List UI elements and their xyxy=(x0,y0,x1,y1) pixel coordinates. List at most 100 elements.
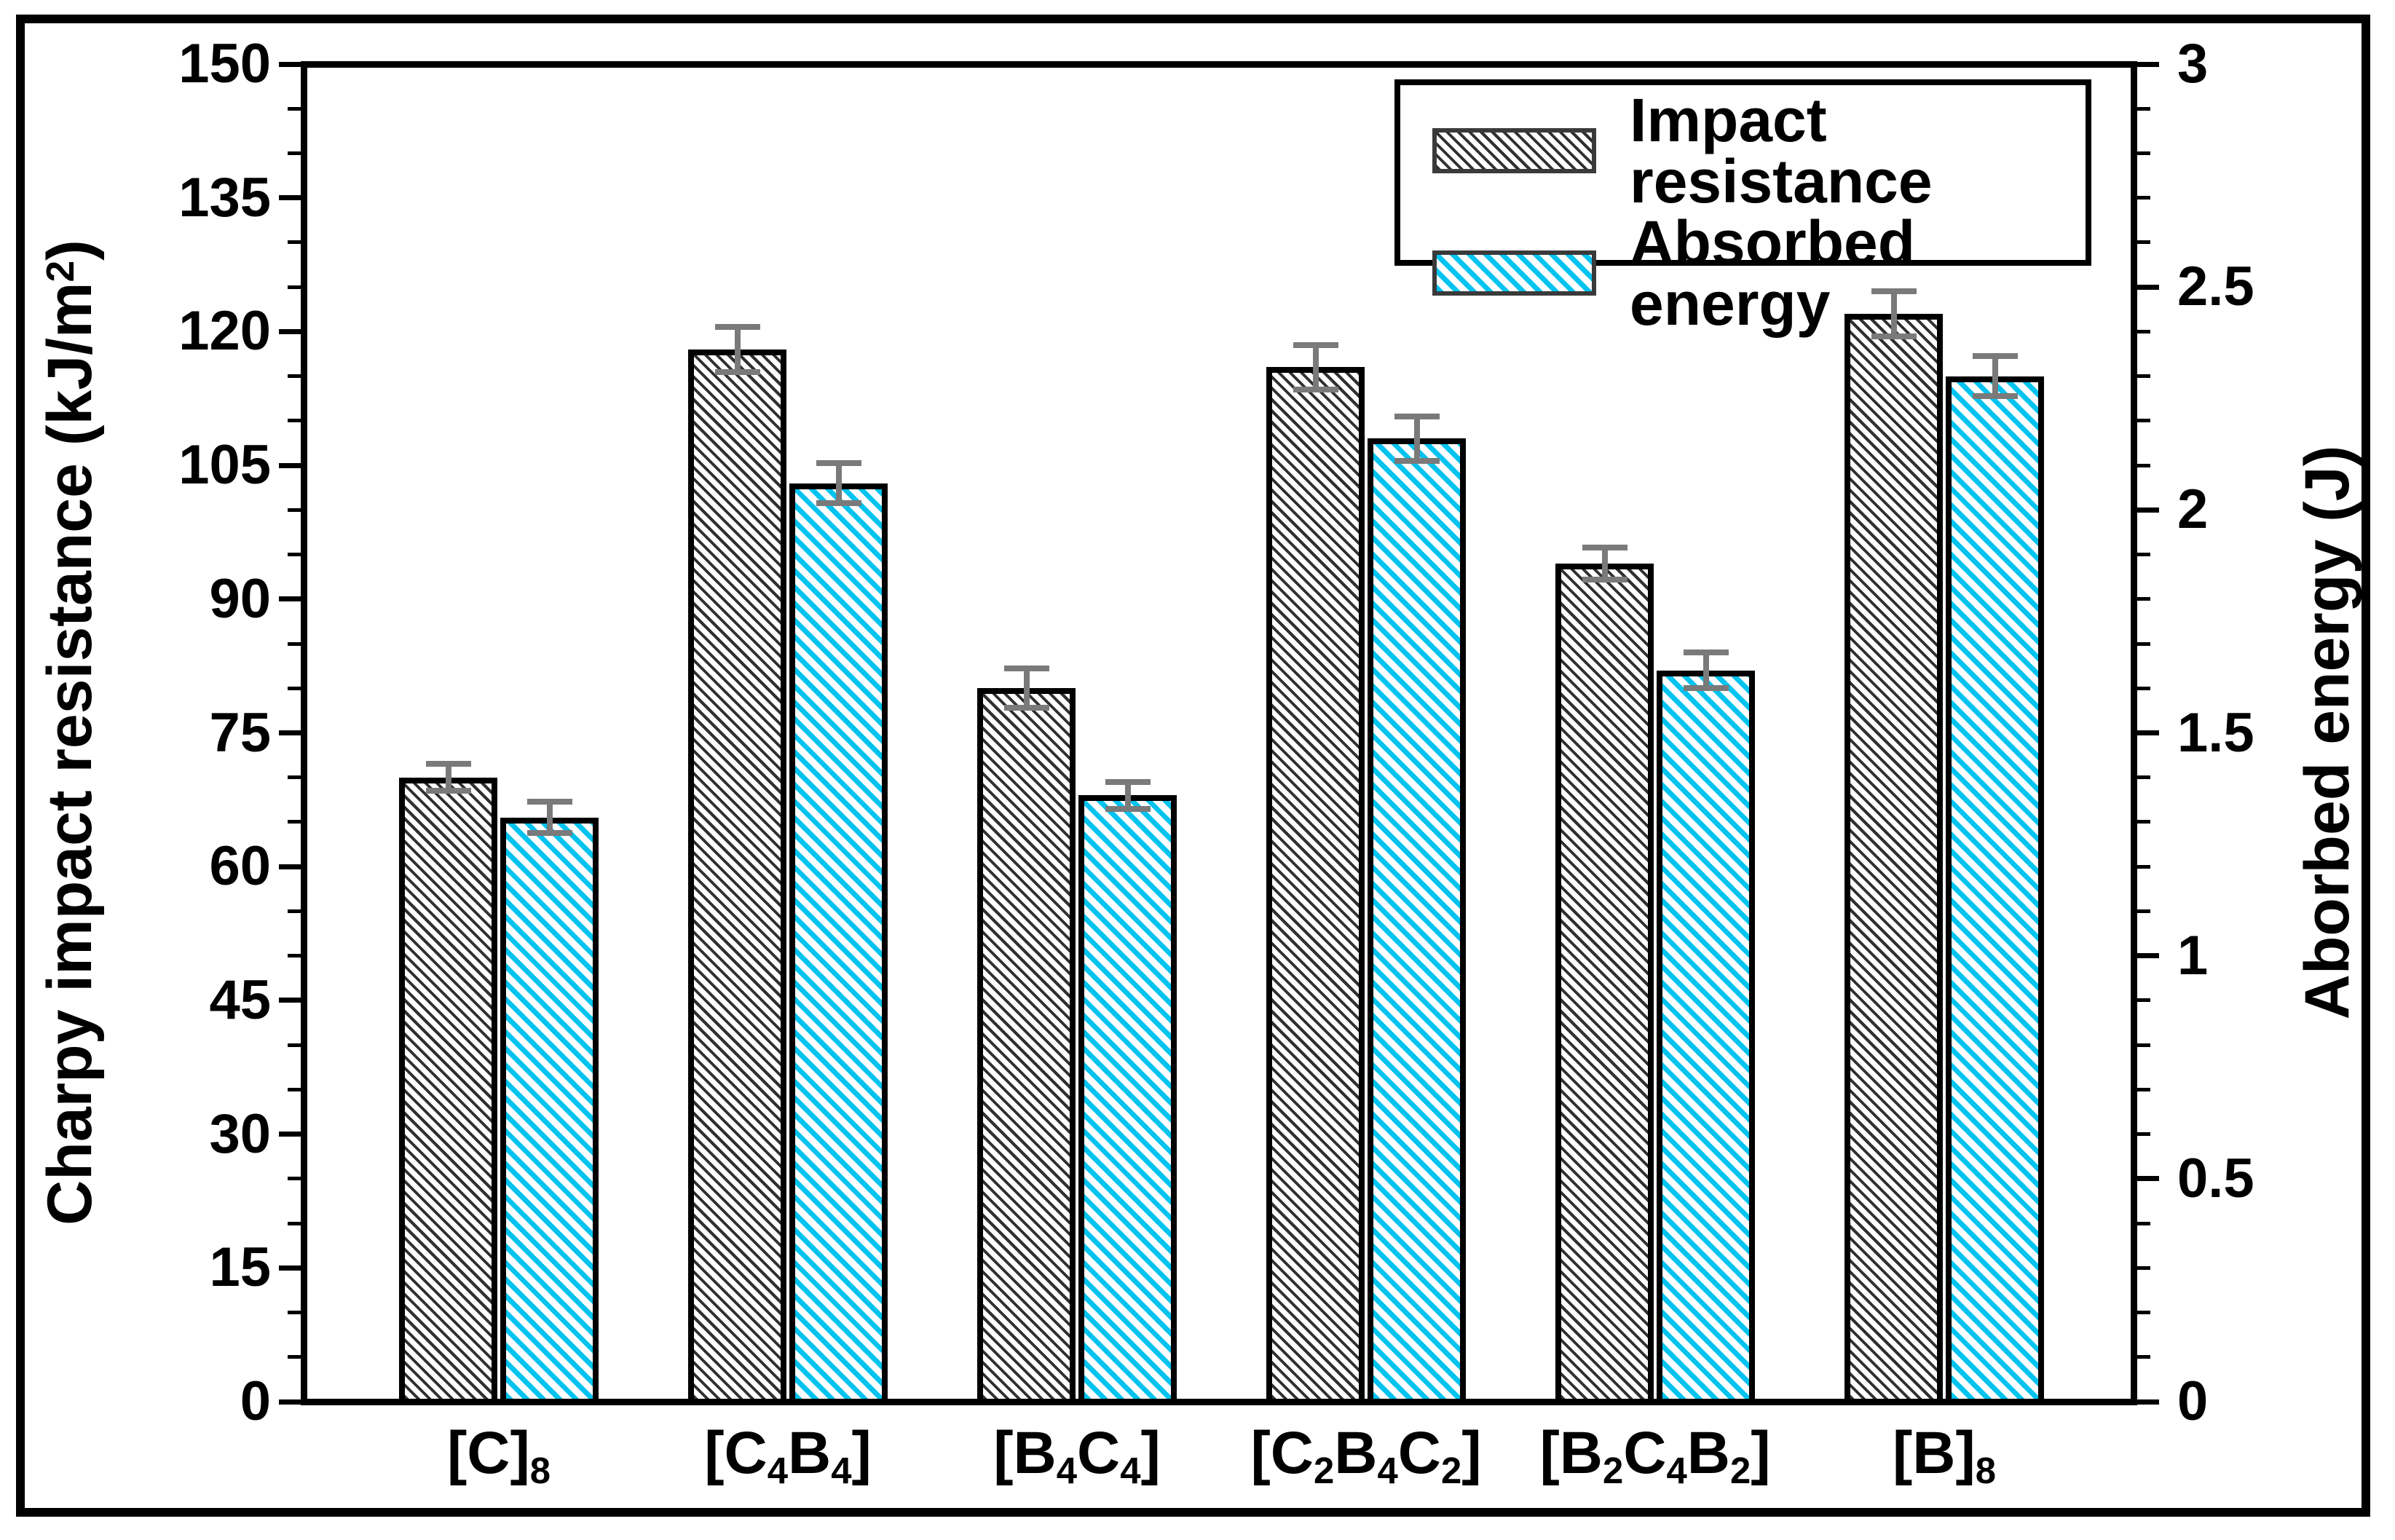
error-bar-absorbed-energy xyxy=(1413,416,1420,461)
error-bar-cap-impact-resistance xyxy=(1582,544,1627,550)
left-axis-tick-label: 0 xyxy=(240,1370,271,1432)
x-axis-category-label: [B4C4] xyxy=(993,1420,1161,1492)
left-axis-tick xyxy=(279,864,301,869)
left-axis-tick xyxy=(288,1177,301,1181)
left-axis-tick xyxy=(288,151,301,155)
error-bar-cap-absorbed-energy xyxy=(1105,778,1151,785)
left-axis-tick xyxy=(279,462,301,468)
bar-absorbed-energy xyxy=(1946,376,2044,1405)
error-bar-impact-resistance xyxy=(445,764,451,791)
legend-item-absorbed-energy: Absorbed energy xyxy=(1432,212,2086,334)
error-bar-absorbed-energy xyxy=(835,463,842,504)
right-axis-tick xyxy=(2137,1221,2150,1225)
right-axis-tick xyxy=(2137,1043,2150,1047)
error-bar-cap-absorbed-energy xyxy=(526,830,572,837)
right-axis-tick xyxy=(2137,1176,2159,1182)
error-bar-absorbed-energy xyxy=(546,802,553,834)
right-axis-tick xyxy=(2137,953,2159,959)
right-axis-tick xyxy=(2137,329,2150,333)
error-bar-cap-impact-resistance xyxy=(1003,666,1049,672)
error-bar-cap-impact-resistance xyxy=(1871,288,1917,295)
x-axis-category-label: [C4B4] xyxy=(704,1420,872,1492)
right-axis-tick xyxy=(2137,419,2150,423)
bar-absorbed-energy xyxy=(1368,438,1466,1405)
error-bar-cap-absorbed-energy xyxy=(1394,413,1440,419)
left-axis-tick xyxy=(288,285,301,289)
error-bar-cap-impact-resistance xyxy=(425,788,471,794)
error-bar-absorbed-energy xyxy=(1124,781,1131,809)
error-bar-cap-impact-resistance xyxy=(425,761,471,767)
right-axis-tick xyxy=(2137,1399,2159,1405)
legend-item-impact-resistance: Impact resistance xyxy=(1432,90,2086,212)
right-axis-tick-label: 2 xyxy=(2177,478,2209,541)
x-axis-category-label: [B]8 xyxy=(1892,1420,1997,1492)
error-bar-absorbed-energy xyxy=(1702,652,1709,689)
left-axis-tick-label: 105 xyxy=(178,434,271,497)
error-bar-cap-absorbed-energy xyxy=(526,799,572,805)
left-axis-tick xyxy=(279,61,301,67)
legend-label-absorbed-energy: Absorbed energy xyxy=(1630,208,1916,338)
right-axis-tick xyxy=(2137,597,2150,601)
left-axis-tick xyxy=(288,240,301,245)
right-axis-tick-label: 3 xyxy=(2177,33,2209,95)
right-axis-tick xyxy=(2137,998,2150,1003)
right-axis-tick xyxy=(2137,553,2150,557)
top-axis-line xyxy=(301,61,2137,68)
left-axis-tick xyxy=(288,1221,301,1225)
left-axis-tick xyxy=(279,328,301,334)
right-axis-tick xyxy=(2137,686,2150,690)
left-axis-tick xyxy=(279,1265,301,1271)
bar-impact-resistance xyxy=(1555,563,1654,1405)
bar-impact-resistance xyxy=(688,349,786,1405)
error-bar-cap-impact-resistance xyxy=(714,324,760,331)
error-bar-cap-absorbed-energy xyxy=(1105,805,1151,812)
error-bar-impact-resistance xyxy=(1312,344,1319,390)
left-axis-tick xyxy=(288,1087,301,1091)
left-axis-tick xyxy=(288,1355,301,1359)
error-bar-cap-absorbed-energy xyxy=(1972,353,2018,360)
left-axis-tick xyxy=(288,954,301,958)
error-bar-cap-impact-resistance xyxy=(1582,576,1627,583)
left-axis-tick xyxy=(279,195,301,201)
left-axis-tick xyxy=(279,596,301,602)
left-axis-tick-label: 45 xyxy=(209,968,271,1031)
error-bar-cap-impact-resistance xyxy=(1871,333,1917,339)
left-axis-tick xyxy=(288,374,301,379)
bar-absorbed-energy xyxy=(1657,670,1755,1405)
error-bar-cap-impact-resistance xyxy=(1293,341,1338,348)
left-axis-tick-label: 15 xyxy=(209,1236,271,1299)
error-bar-cap-impact-resistance xyxy=(1293,387,1338,392)
error-bar-cap-impact-resistance xyxy=(1003,705,1049,711)
x-axis-category-label: [C2B4C2] xyxy=(1250,1420,1482,1492)
right-axis-title: Aborbed energy (J) xyxy=(2292,445,2362,1020)
right-axis-tick-label: 0 xyxy=(2177,1370,2209,1432)
error-bar-absorbed-energy xyxy=(1992,356,1998,397)
left-axis-tick xyxy=(288,553,301,557)
bar-impact-resistance xyxy=(1266,367,1365,1405)
left-axis-title: Charpy impact resistance (kJ/m2) xyxy=(35,240,105,1225)
error-bar-cap-absorbed-energy xyxy=(1683,649,1729,656)
error-bar-cap-absorbed-energy xyxy=(816,460,861,467)
right-axis-tick xyxy=(2137,61,2159,67)
error-bar-impact-resistance xyxy=(734,327,741,372)
left-axis-tick xyxy=(288,775,301,780)
right-axis-tick xyxy=(2137,864,2150,869)
right-axis-tick xyxy=(2137,1265,2150,1270)
left-axis-tick xyxy=(288,641,301,646)
left-axis-tick-label: 30 xyxy=(209,1102,271,1165)
bar-impact-resistance xyxy=(977,688,1076,1405)
left-axis-tick-label: 135 xyxy=(178,166,271,229)
left-axis-tick-label: 60 xyxy=(209,835,271,898)
right-axis-tick xyxy=(2137,507,2159,513)
right-axis-tick xyxy=(2137,909,2150,913)
right-axis-tick xyxy=(2137,196,2150,200)
left-axis-tick-label: 90 xyxy=(209,567,271,630)
right-axis-line xyxy=(2131,61,2137,1405)
bar-absorbed-energy xyxy=(789,483,888,1405)
right-axis-tick xyxy=(2137,775,2150,780)
left-axis-tick xyxy=(279,998,301,1003)
left-axis-tick xyxy=(279,730,301,735)
right-axis-tick xyxy=(2137,730,2159,735)
